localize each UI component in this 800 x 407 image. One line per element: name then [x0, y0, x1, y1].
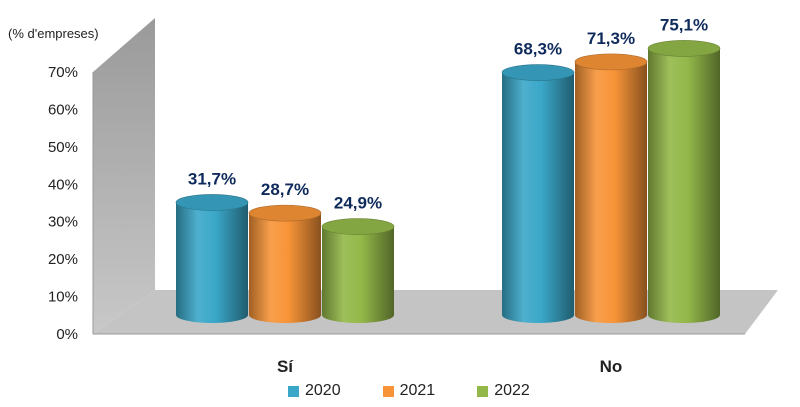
- bar-2021-no: [574, 53, 648, 323]
- category-label: Sí: [277, 357, 294, 376]
- bar-body: [322, 226, 394, 323]
- bar-body: [176, 202, 248, 323]
- bar-body: [502, 72, 574, 323]
- bar-2022-si: [321, 218, 395, 323]
- bar-2022-no: [647, 40, 721, 324]
- y-tick-label: 50%: [48, 139, 78, 156]
- bar-body: [575, 61, 647, 323]
- bar-2021-si: [248, 204, 322, 323]
- chart-side-wall: [93, 18, 155, 334]
- legend-swatch: [382, 385, 394, 397]
- data-labels-group: 31,7% 28,7% 24,9% 68,3% 71,3% 75,1%: [188, 15, 708, 212]
- y-tick-label: 10%: [48, 289, 78, 306]
- bar-2020-no: [501, 64, 575, 323]
- category-label: No: [600, 357, 623, 376]
- legend-swatch: [288, 385, 299, 397]
- legend: 2020 2021 2022: [288, 382, 530, 400]
- y-tick-label: 70%: [48, 64, 78, 81]
- y-tick-label: 0%: [56, 326, 78, 343]
- legend-label: 2020: [305, 382, 341, 399]
- legend-item: 2021: [382, 382, 436, 400]
- y-unit-label: (% d'empreses): [8, 26, 99, 41]
- bar-top: [647, 40, 721, 57]
- legend-swatch: [477, 385, 489, 397]
- bar-body: [249, 213, 321, 323]
- data-label: 31,7%: [188, 169, 236, 188]
- data-label: 68,3%: [514, 40, 562, 59]
- bar-top: [248, 204, 322, 222]
- data-label: 71,3%: [587, 29, 635, 48]
- legend-label: 2021: [399, 382, 436, 399]
- y-tick-label: 30%: [48, 214, 78, 231]
- y-tick-label: 60%: [48, 101, 78, 118]
- data-label: 75,1%: [660, 15, 708, 34]
- y-tick-label: 40%: [48, 176, 78, 193]
- legend-item: 2020: [288, 382, 341, 400]
- legend-item: 2022: [477, 382, 530, 400]
- bars-group: [175, 40, 721, 324]
- bar-top: [501, 64, 575, 81]
- y-axis-ticks: 0% 10% 20% 30% 40% 50% 60% 70%: [48, 64, 78, 343]
- category-labels-group: Sí No: [277, 357, 622, 376]
- y-tick-label: 20%: [48, 251, 78, 268]
- data-label: 28,7%: [261, 180, 309, 199]
- bar-top: [175, 194, 249, 211]
- data-label: 24,9%: [334, 194, 382, 213]
- bar-body: [648, 48, 720, 324]
- bar-top: [574, 53, 648, 71]
- legend-label: 2022: [494, 382, 530, 399]
- bar-top: [321, 218, 395, 235]
- bar-2020-si: [175, 194, 249, 323]
